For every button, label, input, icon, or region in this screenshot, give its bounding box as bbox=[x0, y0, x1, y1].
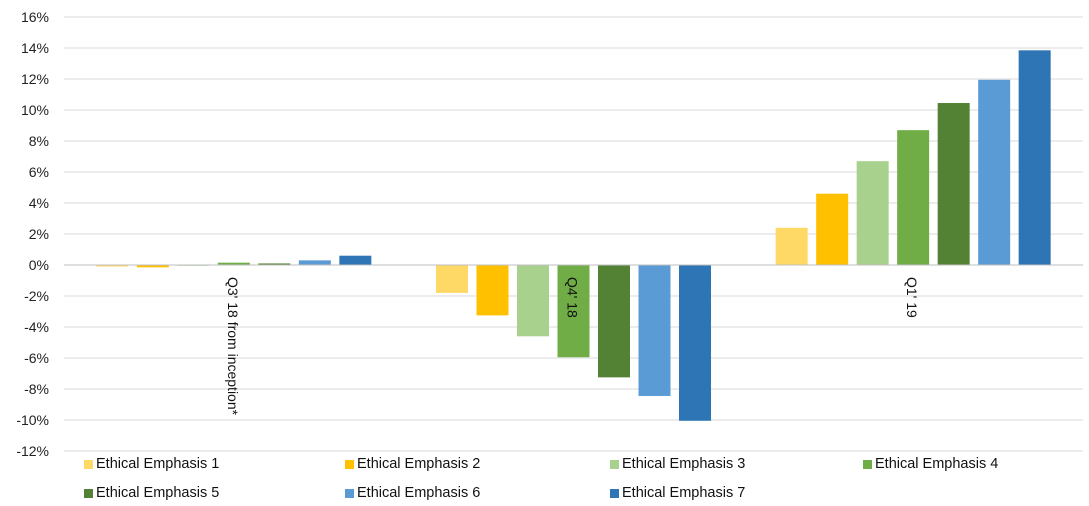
y-tick-label: -12% bbox=[16, 443, 49, 459]
y-axis-labels: -12% -10% -8% -6% -4% -2% 0% 2% 4% 6% 8% 10% 12% 14% 1… bbox=[16, 9, 49, 459]
legend-swatch bbox=[610, 488, 619, 498]
legend-label: Ethical Emphasis 7 bbox=[622, 485, 746, 501]
y-tick-label: 12% bbox=[21, 71, 49, 87]
legend-swatch bbox=[345, 459, 354, 469]
bar bbox=[1018, 50, 1051, 266]
bar bbox=[476, 265, 509, 316]
bar bbox=[217, 262, 250, 265]
category-label: Q4' 18 bbox=[565, 277, 581, 318]
legend-label: Ethical Emphasis 3 bbox=[622, 456, 746, 472]
bar bbox=[136, 265, 169, 268]
bar bbox=[436, 265, 468, 293]
legend-item: Ethical Emphasis 2 bbox=[345, 456, 480, 472]
bar bbox=[339, 255, 372, 265]
bar bbox=[978, 79, 1011, 266]
legend-item: Ethical Emphasis 4 bbox=[863, 456, 998, 472]
legend-item: Ethical Emphasis 6 bbox=[345, 485, 480, 501]
y-tick-label: -10% bbox=[16, 412, 49, 428]
category-label: Q1' 19 bbox=[904, 277, 920, 318]
y-tick-label: 14% bbox=[21, 40, 49, 56]
legend-swatch bbox=[84, 459, 93, 469]
bar bbox=[298, 260, 331, 265]
legend-label: Ethical Emphasis 6 bbox=[357, 485, 481, 501]
bar bbox=[897, 130, 930, 265]
legend-label: Ethical Emphasis 1 bbox=[96, 456, 220, 472]
category-labels: Q3' 18 from inception* Q4' 18 Q1' 19 bbox=[225, 277, 920, 416]
bar bbox=[775, 227, 808, 265]
y-tick-label: 6% bbox=[29, 164, 49, 180]
bar bbox=[816, 193, 849, 265]
bar bbox=[517, 265, 549, 337]
bar bbox=[258, 263, 291, 265]
legend-swatch bbox=[84, 488, 93, 498]
bar bbox=[96, 265, 129, 267]
y-tick-label: 8% bbox=[29, 133, 49, 149]
bar bbox=[598, 265, 630, 378]
y-tick-label: 0% bbox=[29, 257, 49, 273]
gridlines bbox=[64, 16, 1083, 452]
bars bbox=[64, 50, 1083, 421]
legend-label: Ethical Emphasis 5 bbox=[96, 485, 220, 501]
legend-label: Ethical Emphasis 2 bbox=[357, 456, 481, 472]
legend-item: Ethical Emphasis 5 bbox=[84, 485, 219, 501]
bar bbox=[856, 161, 889, 265]
bar bbox=[638, 265, 671, 396]
bar bbox=[937, 103, 970, 266]
y-tick-label: 10% bbox=[21, 102, 49, 118]
legend-swatch bbox=[610, 459, 619, 469]
legend-item: Ethical Emphasis 7 bbox=[610, 485, 745, 501]
y-tick-label: -6% bbox=[24, 350, 49, 366]
y-tick-label: -4% bbox=[24, 319, 49, 335]
category-label: Q3' 18 from inception* bbox=[225, 277, 241, 416]
bar bbox=[557, 265, 590, 358]
bar bbox=[679, 265, 711, 421]
legend-swatch bbox=[863, 459, 872, 469]
legend-item: Ethical Emphasis 3 bbox=[610, 456, 745, 472]
legend-label: Ethical Emphasis 4 bbox=[875, 456, 999, 472]
y-tick-label: 16% bbox=[21, 9, 49, 25]
y-tick-label: 4% bbox=[29, 195, 49, 211]
legend-item: Ethical Emphasis 1 bbox=[84, 456, 219, 472]
y-tick-label: -2% bbox=[24, 288, 49, 304]
y-tick-label: 2% bbox=[29, 226, 49, 242]
legend-swatch bbox=[345, 488, 354, 498]
y-tick-label: -8% bbox=[24, 381, 49, 397]
